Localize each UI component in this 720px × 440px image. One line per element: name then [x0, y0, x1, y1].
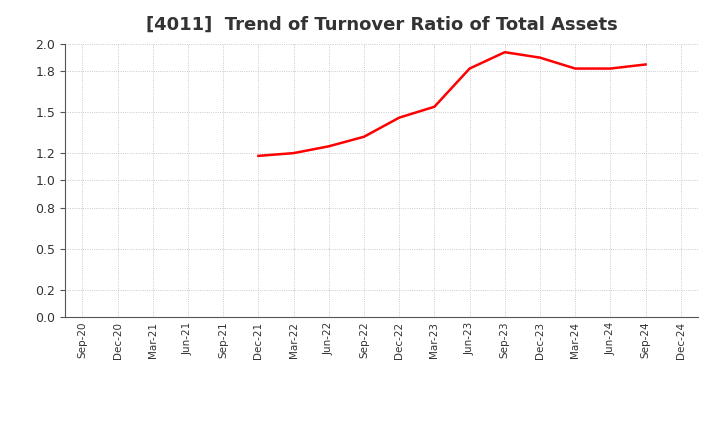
- Title: [4011]  Trend of Turnover Ratio of Total Assets: [4011] Trend of Turnover Ratio of Total …: [145, 16, 618, 34]
